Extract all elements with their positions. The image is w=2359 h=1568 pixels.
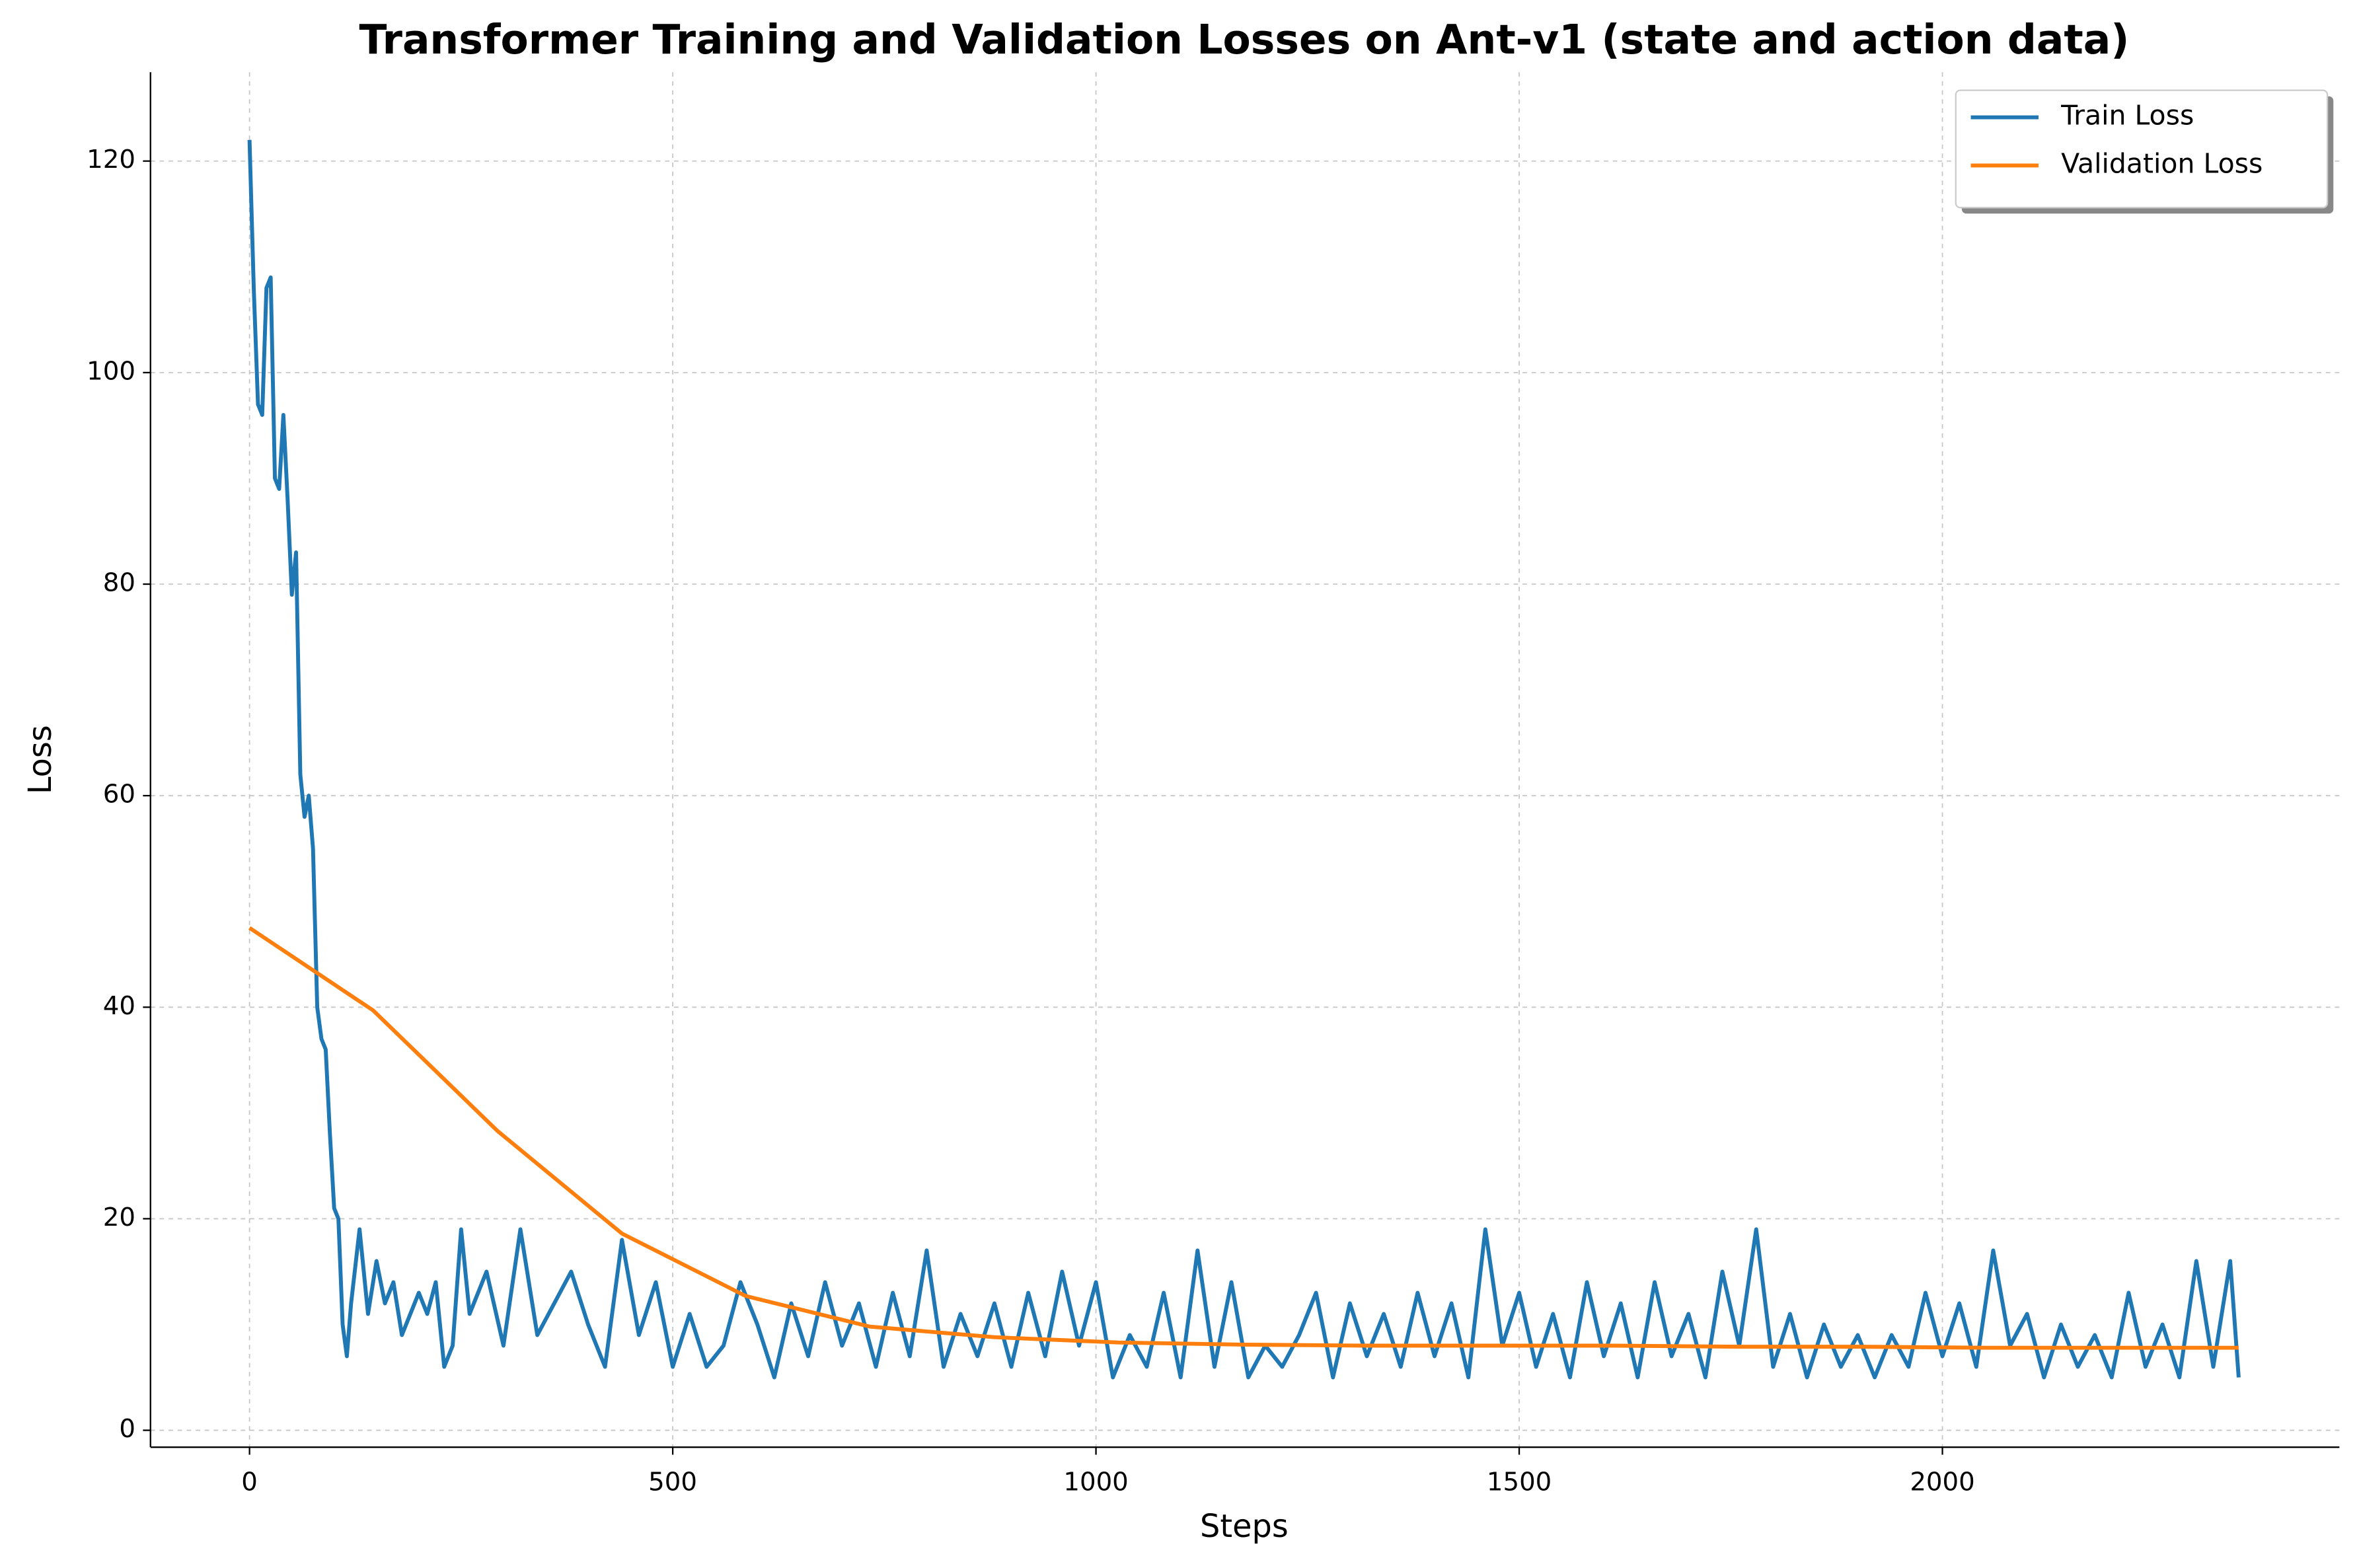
y-tick-label: 40	[103, 991, 135, 1021]
y-tick-label: 100	[87, 356, 135, 386]
x-tick-label: 500	[648, 1467, 697, 1497]
x-tick-label: 0	[241, 1467, 258, 1497]
y-tick-label: 80	[103, 568, 135, 598]
x-axis-label: Steps	[1200, 1509, 1289, 1545]
series-line	[248, 926, 2239, 1350]
y-tick-label: 120	[87, 145, 135, 174]
y-axis-label: Loss	[22, 725, 59, 794]
x-tick-label: 1000	[1063, 1467, 1128, 1497]
y-tick-label: 60	[103, 780, 135, 809]
legend-label: Validation Loss	[2061, 147, 2263, 179]
x-tick-label: 1500	[1487, 1467, 1552, 1497]
x-tick-label: 2000	[1910, 1467, 1974, 1497]
legend	[1955, 89, 2329, 209]
legend-label: Train Loss	[2060, 100, 2194, 131]
y-tick-label: 0	[119, 1414, 135, 1444]
series-line	[247, 139, 2241, 1380]
y-tick-label: 20	[103, 1203, 135, 1232]
chart-title: Transformer Training and Validation Loss…	[359, 17, 2129, 63]
